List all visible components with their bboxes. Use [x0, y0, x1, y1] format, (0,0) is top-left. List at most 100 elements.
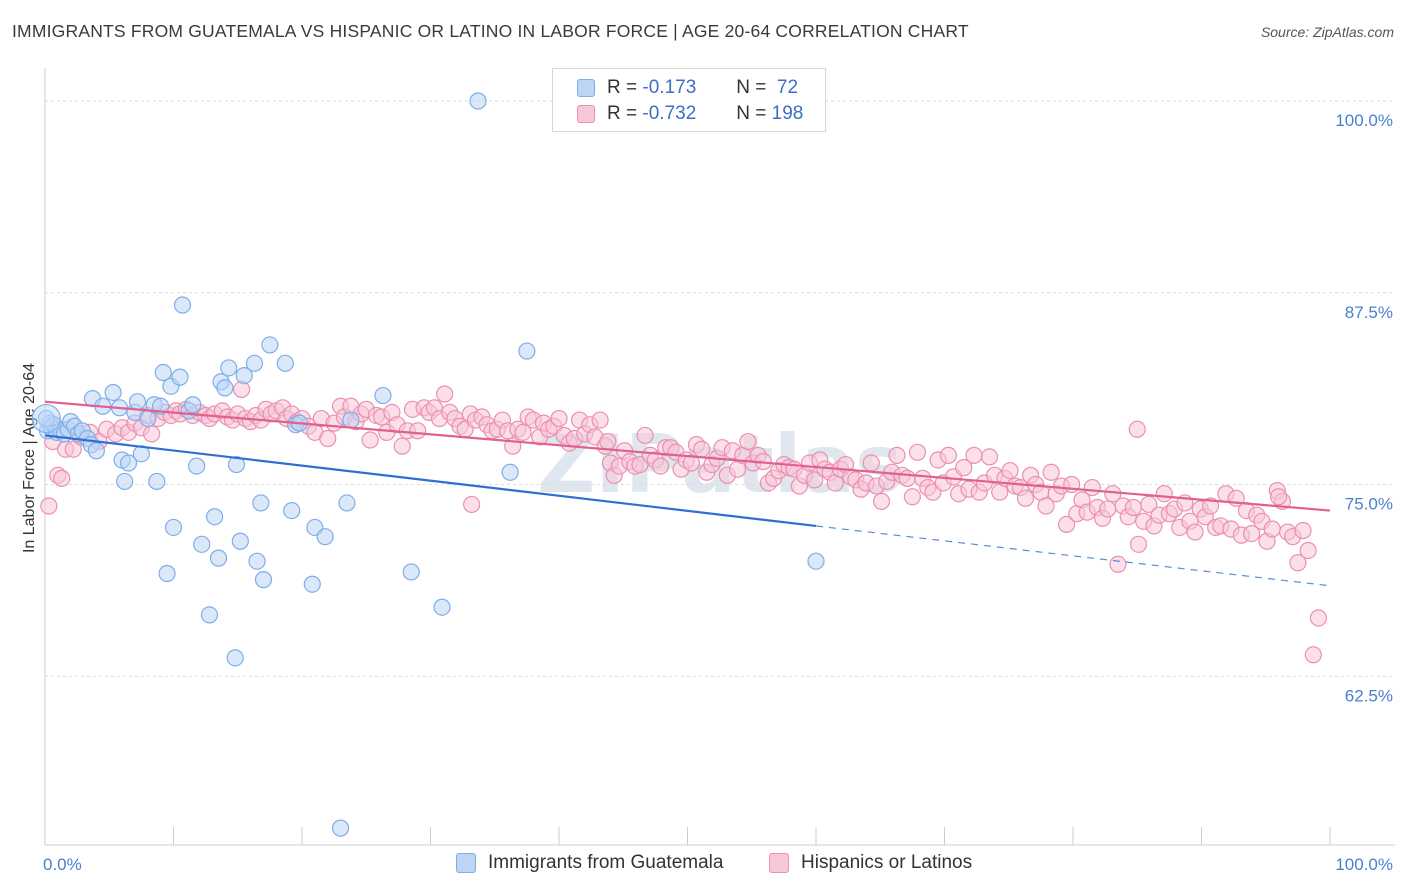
- point-guatemala: [220, 359, 238, 377]
- point-hispanic: [888, 446, 906, 464]
- point-hispanic: [463, 495, 481, 514]
- point-hispanic: [1042, 463, 1060, 481]
- point-guatemala: [171, 368, 189, 386]
- point-guatemala: [261, 336, 279, 354]
- point-guatemala: [331, 819, 350, 837]
- point-hispanic: [409, 422, 427, 440]
- trendline-guatemala-extrapolated: [815, 525, 1331, 587]
- point-guatemala: [154, 363, 172, 382]
- point-hispanic: [898, 469, 916, 487]
- chart-title: IMMIGRANTS FROM GUATEMALA VS HISPANIC OR…: [12, 21, 969, 41]
- point-hispanic: [739, 432, 757, 451]
- point-guatemala: [807, 552, 825, 570]
- point-hispanic: [1155, 485, 1173, 503]
- point-hispanic: [143, 425, 161, 443]
- point-guatemala: [235, 366, 253, 385]
- legend-swatch-guatemala: [577, 79, 595, 97]
- point-guatemala: [87, 442, 106, 460]
- point-hispanic: [1186, 523, 1204, 541]
- y-tick-label: 100.0%: [1335, 111, 1393, 130]
- trendline-hispanic: [44, 400, 1331, 512]
- legend-r-value: -0.173: [642, 77, 697, 98]
- point-hispanic: [1083, 478, 1101, 497]
- point-hispanic: [955, 459, 973, 477]
- point-guatemala: [227, 455, 246, 474]
- point-hispanic: [1304, 646, 1322, 664]
- y-tick-label: 75.0%: [1345, 495, 1393, 514]
- x-tick-label: 0.0%: [43, 855, 82, 874]
- point-hispanic: [53, 469, 71, 487]
- series-legend: Immigrants from Guatemala Hispanics or L…: [0, 852, 1406, 878]
- point-hispanic: [1057, 515, 1076, 533]
- point-guatemala: [338, 494, 356, 512]
- point-guatemala: [119, 454, 138, 472]
- point-hispanic: [1263, 520, 1281, 538]
- point-guatemala: [148, 472, 166, 491]
- point-guatemala: [164, 518, 183, 537]
- point-hispanic: [40, 497, 58, 515]
- point-hispanic: [1201, 497, 1220, 515]
- point-hispanic: [1294, 521, 1312, 540]
- point-hispanic: [1309, 609, 1328, 627]
- point-hispanic: [1129, 535, 1148, 553]
- legend-n-label: N =: [736, 103, 767, 124]
- point-guatemala: [173, 296, 192, 314]
- point-guatemala: [316, 528, 334, 546]
- legend-n-label: N =: [736, 77, 767, 98]
- point-hispanic: [1299, 541, 1317, 560]
- point-hispanic: [939, 446, 957, 464]
- point-guatemala: [200, 606, 219, 624]
- point-hispanic: [903, 488, 921, 506]
- point-guatemala: [193, 535, 211, 553]
- point-guatemala: [216, 379, 234, 397]
- point-hispanic: [651, 457, 670, 475]
- legend-r-label: R =: [607, 103, 638, 124]
- point-hispanic: [636, 426, 654, 445]
- point-guatemala: [252, 494, 270, 512]
- point-hispanic: [1289, 554, 1307, 572]
- point-guatemala: [276, 354, 294, 372]
- point-guatemala: [374, 386, 392, 405]
- point-guatemala: [128, 393, 147, 411]
- point-guatemala: [31, 403, 61, 434]
- point-hispanic: [1243, 524, 1261, 543]
- point-guatemala: [518, 342, 536, 360]
- point-hispanic: [806, 471, 824, 489]
- point-hispanic: [862, 454, 880, 472]
- point-hispanic: [1037, 497, 1055, 515]
- point-hispanic: [319, 429, 337, 448]
- point-guatemala: [184, 396, 202, 414]
- point-guatemala: [303, 575, 321, 593]
- point-hispanic: [591, 411, 609, 429]
- series-label-hispanics: Hispanics or Latinos: [801, 852, 973, 873]
- point-hispanic: [1128, 420, 1146, 438]
- y-tick-label: 62.5%: [1345, 686, 1393, 705]
- legend-row-hispanics: R = -0.732 N = 198: [577, 102, 803, 126]
- series-swatch-guatemala: [456, 853, 476, 873]
- point-guatemala: [433, 598, 451, 616]
- point-hispanic: [436, 385, 454, 403]
- point-hispanic: [1001, 462, 1019, 480]
- point-guatemala: [209, 549, 228, 567]
- legend-row-guatemala: R = -0.173 N = 72: [577, 76, 798, 100]
- point-hispanic: [550, 409, 568, 428]
- point-hispanic: [693, 440, 711, 458]
- point-guatemala: [158, 564, 176, 583]
- legend-r-value: -0.732: [642, 103, 697, 124]
- series-label-guatemala: Immigrants from Guatemala: [488, 852, 724, 873]
- series-swatch-hispanics: [769, 853, 789, 873]
- point-guatemala: [245, 354, 264, 372]
- point-hispanic: [1016, 489, 1035, 507]
- point-guatemala: [283, 501, 301, 520]
- point-hispanic: [682, 454, 700, 472]
- point-guatemala: [226, 649, 244, 667]
- point-hispanic: [1140, 495, 1158, 514]
- y-tick-label: 87.5%: [1345, 303, 1393, 322]
- point-hispanic: [1124, 498, 1142, 517]
- point-hispanic: [908, 443, 927, 461]
- point-hispanic: [599, 432, 617, 451]
- point-guatemala: [254, 571, 273, 589]
- point-hispanic: [1269, 488, 1288, 506]
- point-hispanic: [980, 448, 999, 466]
